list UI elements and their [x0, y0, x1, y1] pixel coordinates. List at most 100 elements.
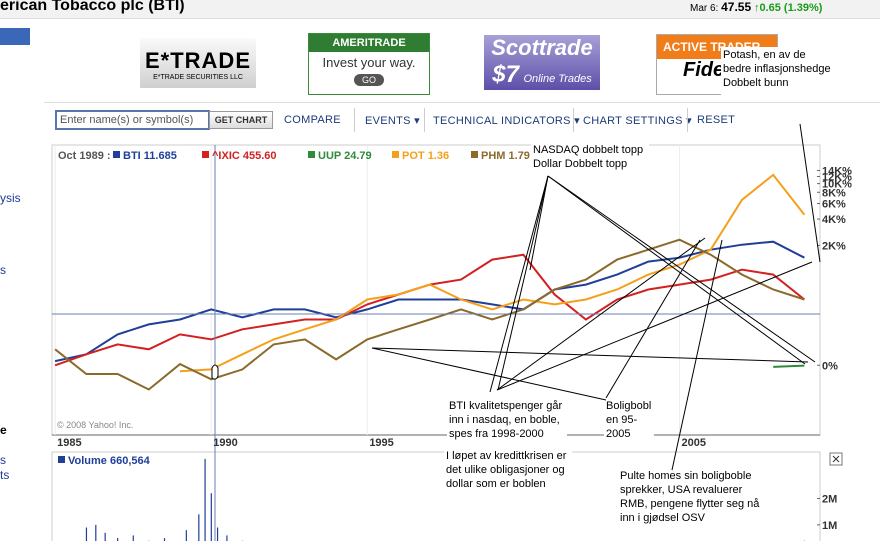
- legend-value: 455.60: [243, 150, 277, 162]
- annotation-text: en 95-: [606, 414, 638, 426]
- sidebar-link[interactable]: s: [0, 263, 6, 277]
- get-chart-button[interactable]: GET CHART: [209, 111, 273, 129]
- close-icon-x: [832, 455, 840, 463]
- legend-name: BTI: [123, 150, 141, 162]
- annotation-line: [371, 347, 607, 401]
- series-line: [773, 364, 805, 368]
- volume-bar: [198, 514, 200, 541]
- annotation-text: det ulike obligasjoner og: [446, 464, 565, 476]
- volume-bar: [85, 527, 88, 541]
- annotation-line: [496, 237, 706, 391]
- series-line: [54, 240, 805, 363]
- separator: [354, 108, 355, 132]
- sidebar-link[interactable]: ts: [0, 468, 10, 482]
- ad-text: Scottrade: [491, 35, 593, 60]
- legend-swatch: [471, 151, 478, 158]
- change: ↑0.65 (1.39%): [753, 2, 823, 14]
- annotation-box: [447, 398, 567, 442]
- header-bar: [0, 0, 880, 19]
- ad-scottrade[interactable]: Scottrade $7 Online Trades: [484, 35, 600, 90]
- annotation-text: Dollar Dobbelt topp: [533, 158, 627, 170]
- series-line: [179, 173, 806, 373]
- series-line: [54, 238, 805, 391]
- menu-text: EVENTS: [365, 115, 411, 127]
- legend-swatch: [308, 151, 315, 158]
- annotation-text: Dobbelt bunn: [723, 77, 788, 89]
- legend-swatch: [392, 151, 399, 158]
- sidebar-tab[interactable]: [0, 28, 30, 45]
- volume-bar: [210, 493, 212, 541]
- legend-swatch: [58, 456, 65, 463]
- ad-text: Invest your way.: [322, 55, 416, 70]
- annotation-line: [547, 175, 816, 363]
- plot-frame: [51, 144, 821, 436]
- legend-entry: UUP 24.79: [318, 150, 372, 162]
- legend-swatch: [202, 151, 209, 158]
- ad-text: E*TRADE: [144, 48, 251, 73]
- y-tick-label: 4K%: [822, 214, 846, 226]
- ad-ameritrade[interactable]: AMERITRADE Invest your way. GO: [308, 33, 430, 95]
- annotation-box: [604, 398, 654, 442]
- events-menu[interactable]: EVENTS ▾: [365, 115, 420, 127]
- annotation-text: 2005: [606, 428, 630, 440]
- x-tick-label: 1995: [369, 437, 393, 449]
- volume-bar: [117, 538, 119, 541]
- legend-entry: PHM 1.79: [481, 150, 530, 162]
- x-tick-label: 2005: [682, 437, 706, 449]
- legend-name: Volume: [68, 455, 107, 467]
- compare-button[interactable]: COMPARE: [284, 114, 341, 126]
- menu-text: CHART SETTINGS: [583, 115, 683, 127]
- volume-bar: [104, 532, 106, 541]
- reset-button[interactable]: RESET: [697, 114, 736, 126]
- page-title: erican Tobacco plc (BTI): [0, 0, 185, 14]
- separator: [687, 108, 688, 132]
- annotation-text: inn i gjødsel OSV: [620, 512, 706, 524]
- price: 47.55: [721, 0, 752, 14]
- annotation-text: inn i nasdaq, en boble,: [449, 414, 560, 426]
- legend-name: ^IXIC: [212, 150, 240, 162]
- volume-bar: [132, 535, 134, 541]
- divider: [44, 102, 880, 103]
- annotation-line: [371, 347, 809, 363]
- volume-bar: [216, 527, 219, 541]
- y-tick-label: 10K%: [822, 179, 852, 191]
- legend-date: Oct 1989 :: [58, 150, 111, 162]
- annotation-text: BTI kvalitetspenger går: [449, 400, 562, 412]
- annotation-text: dollar som er boblen: [446, 478, 546, 490]
- legend-value: 1.36: [428, 150, 449, 162]
- y-tick-label: 2K%: [822, 240, 846, 252]
- volume-bar: [163, 538, 166, 541]
- volume-bar: [185, 530, 187, 541]
- separator: [424, 108, 425, 132]
- annotation-line: [496, 261, 813, 391]
- annotation-line: [605, 239, 701, 399]
- volume-legend: Volume 660,564: [68, 455, 151, 467]
- annotation-text: Pulte homes sin boligboble: [620, 470, 751, 482]
- annotation-text: NASDAQ dobbelt topp: [533, 144, 643, 156]
- ad-etrade[interactable]: E*TRADE E*TRADE SECURITIES LLC: [140, 38, 256, 88]
- annotation-text: Potash, en av de: [723, 49, 806, 61]
- legend-value: 24.79: [344, 150, 372, 162]
- sidebar-link[interactable]: s: [0, 453, 6, 467]
- annotation-text: sprekker, USA revaluerer: [620, 484, 743, 496]
- cursor: [211, 364, 219, 380]
- indicators-menu[interactable]: TECHNICAL INDICATORS ▾: [433, 115, 580, 127]
- x-tick-label: 1990: [213, 437, 237, 449]
- volume-bar: [204, 458, 206, 541]
- annotation-line: [799, 123, 821, 263]
- annotation-line: [547, 175, 806, 365]
- y-tick-label: 12K%: [822, 171, 852, 183]
- legend-entry: ^IXIC 455.60: [212, 150, 277, 162]
- volume-bar: [226, 535, 228, 541]
- x-tick-label: 1985: [57, 437, 81, 449]
- ad-text: Fide: [683, 59, 725, 81]
- ad-text: $7: [492, 61, 519, 88]
- sidebar-link[interactable]: ysis: [0, 191, 21, 205]
- legend-entry: POT 1.36: [402, 150, 449, 162]
- legend-value: 1.79: [509, 150, 530, 162]
- y-tick-label: 14K%: [822, 165, 852, 177]
- settings-menu[interactable]: CHART SETTINGS ▾: [583, 115, 692, 127]
- y-tick-label: 6K%: [822, 198, 846, 210]
